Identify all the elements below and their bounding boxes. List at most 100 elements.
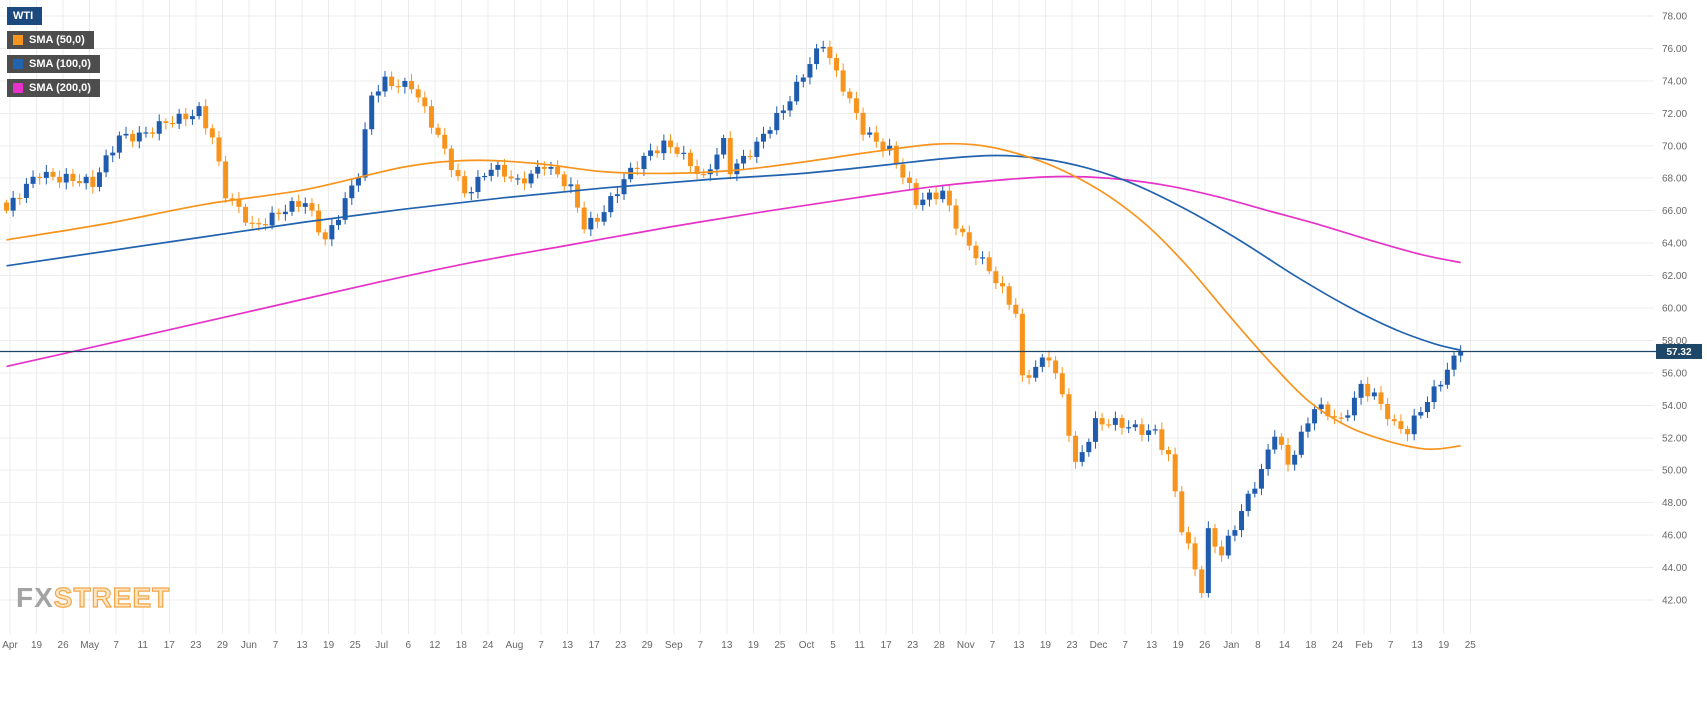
x-tick-label: 19 (1040, 640, 1052, 651)
x-tick-label: 13 (296, 640, 308, 651)
x-tick-label: 11 (854, 640, 865, 651)
x-tick-label: 28 (934, 640, 946, 651)
x-tick-label: 7 (113, 640, 119, 651)
y-tick-label: 68.00 (1662, 174, 1687, 185)
y-tick-label: 52.00 (1662, 433, 1687, 444)
x-tick-label: 8 (1255, 640, 1261, 651)
x-tick-label: 7 (1122, 640, 1128, 651)
x-tick-label: 13 (1146, 640, 1158, 651)
x-tick-label: 19 (323, 640, 335, 651)
x-tick-label: 29 (217, 640, 229, 651)
x-tick-label: 25 (1465, 640, 1477, 651)
x-tick-label: 18 (1305, 640, 1317, 651)
x-tick-label: 17 (589, 640, 601, 651)
y-tick-label: 50.00 (1662, 466, 1687, 477)
x-tick-label: 18 (456, 640, 468, 651)
watermark-street: STREET (53, 581, 171, 613)
y-tick-label: 56.00 (1662, 368, 1687, 379)
x-tick-label: 13 (1013, 640, 1025, 651)
x-tick-label: 13 (1412, 640, 1424, 651)
x-tick-label: 23 (615, 640, 627, 651)
x-tick-label: Jan (1223, 640, 1239, 651)
y-tick-label: 48.00 (1662, 498, 1687, 509)
x-tick-label: 17 (881, 640, 893, 651)
x-tick-label: 13 (721, 640, 733, 651)
x-tick-label: Apr (2, 640, 18, 651)
legend-item-sma-200-0[interactable]: SMA (200,0) (7, 79, 100, 97)
x-tick-label: 11 (138, 640, 149, 651)
x-tick-label: Sep (665, 640, 683, 651)
legend-item-sma-50-0[interactable]: SMA (50,0) (7, 31, 94, 49)
y-tick-label: 54.00 (1662, 401, 1687, 412)
x-tick-label: 26 (1199, 640, 1211, 651)
x-tick-label: 12 (429, 640, 441, 651)
x-tick-label: 19 (1173, 640, 1185, 651)
legend-label: WTI (13, 10, 34, 22)
x-tick-label: Jul (375, 640, 388, 651)
x-tick-label: 29 (642, 640, 654, 651)
y-tick-label: 66.00 (1662, 206, 1687, 217)
last-price-line: 57.32 (0, 343, 1702, 359)
x-tick-label: 19 (748, 640, 760, 651)
fxstreet-watermark: FXSTREET (16, 581, 171, 614)
x-tick-label: 7 (538, 640, 544, 651)
legend-label: SMA (100,0) (29, 58, 91, 70)
x-tick-label: May (80, 640, 99, 651)
x-tick-label: Dec (1090, 640, 1108, 651)
last-price-label (1656, 343, 1702, 359)
sma-50-0-swatch-icon (13, 35, 23, 45)
y-tick-label: 64.00 (1662, 239, 1687, 250)
y-tick-label: 78.00 (1662, 12, 1687, 23)
legend-item-sma-100-0[interactable]: SMA (100,0) (7, 55, 100, 73)
sma-200-0-swatch-icon (13, 83, 23, 93)
y-tick-label: 60.00 (1662, 304, 1687, 315)
y-tick-label: 58.00 (1662, 336, 1687, 347)
x-tick-label: 23 (907, 640, 919, 651)
x-tick-label: 19 (31, 640, 43, 651)
legend-label: SMA (200,0) (29, 82, 91, 94)
x-tick-label: 19 (1438, 640, 1450, 651)
y-tick-label: 44.00 (1662, 563, 1687, 574)
x-tick-label: 25 (350, 640, 362, 651)
x-tick-label: Oct (799, 640, 815, 651)
x-tick-label: 7 (1388, 640, 1394, 651)
x-tick-label: 23 (190, 640, 202, 651)
gridlines (0, 0, 1654, 634)
y-tick-label: 62.00 (1662, 271, 1687, 282)
x-tick-label: 7 (990, 640, 996, 651)
watermark-fx: FX (16, 582, 54, 613)
x-tick-label: Feb (1355, 640, 1373, 651)
legend-item-wti[interactable]: WTI (7, 7, 43, 25)
sma-500-line (6, 142, 1461, 451)
x-tick-label: Nov (957, 640, 975, 651)
y-tick-label: 70.00 (1662, 141, 1687, 152)
x-tick-label: 14 (1279, 640, 1291, 651)
sma-overlays (6, 142, 1461, 451)
x-tick-label: 7 (698, 640, 704, 651)
y-tick-label: 42.00 (1662, 596, 1687, 607)
sma-100-0-swatch-icon (13, 59, 23, 69)
x-tick-label: 5 (830, 640, 836, 651)
x-tick-label: Aug (506, 640, 524, 651)
x-axis[interactable]: Apr 19 26 May 7 11 17 23 29 Jun 7 13 19 25 Jul 6 12 18 24 A… (2, 640, 1476, 651)
x-tick-label: 26 (58, 640, 70, 651)
y-tick-label: 76.00 (1662, 44, 1687, 55)
x-tick-label: 6 (405, 640, 411, 651)
legend-label: SMA (50,0) (29, 34, 85, 46)
y-tick-label: 72.00 (1662, 109, 1687, 120)
x-tick-label: 24 (1332, 640, 1344, 651)
svg-text:57.32: 57.32 (1666, 347, 1691, 358)
y-axis[interactable]: 78.00 76.00 74.00 72.00 70.00 68.00 66.00 64.00… (1662, 12, 1687, 607)
x-tick-label: 25 (774, 640, 786, 651)
sma-2000-line (6, 175, 1461, 368)
sma-1000-line (6, 154, 1461, 352)
y-tick-label: 46.00 (1662, 531, 1687, 542)
x-tick-label: 7 (273, 640, 279, 651)
x-tick-label: Jun (241, 640, 257, 651)
x-tick-label: 17 (164, 640, 176, 651)
candles[interactable] (4, 40, 1464, 598)
legend: WTI SMA (50,0) SMA (100,0) SMA (200,0) (7, 7, 100, 97)
y-tick-label: 74.00 (1662, 76, 1687, 87)
